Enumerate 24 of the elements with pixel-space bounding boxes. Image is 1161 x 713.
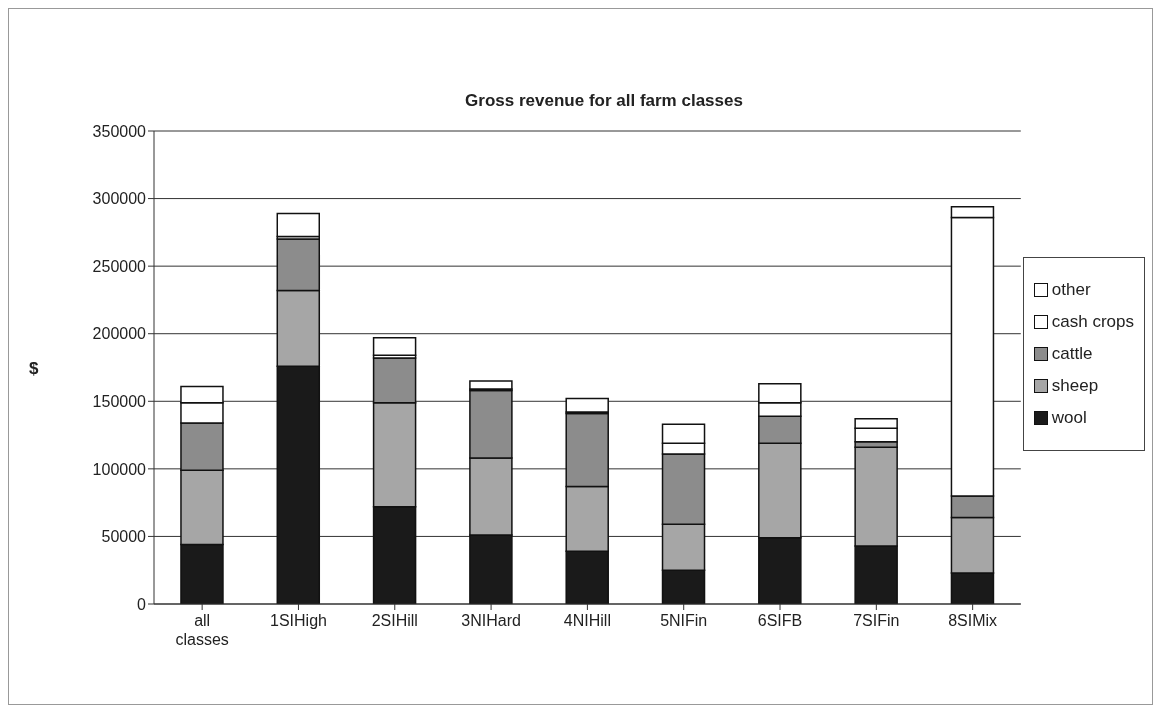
y-tick-label: 350000 xyxy=(92,122,147,140)
x-tick-label: all classes xyxy=(175,612,229,648)
y-tick-label: 200000 xyxy=(92,325,147,343)
y-tick-label: 100000 xyxy=(92,460,147,478)
legend-label: other xyxy=(1051,280,1091,300)
x-tick-label: 4NIHill xyxy=(563,612,611,629)
x-tick-label: 3NIHard xyxy=(461,612,521,629)
legend-label: cash crops xyxy=(1051,312,1134,332)
x-tick-label: 7SIFin xyxy=(853,612,900,629)
x-tick-label: 6SIFB xyxy=(757,612,803,629)
y-tick-label: 300000 xyxy=(92,190,147,208)
legend-label: sheep xyxy=(1051,376,1099,396)
y-tick-label: 150000 xyxy=(92,392,147,410)
x-tick-label: 8SIMix xyxy=(948,612,998,629)
legend-label: wool xyxy=(1051,408,1087,428)
y-tick-label: 50000 xyxy=(101,528,147,546)
x-tick-label: 1SIHigh xyxy=(270,612,327,629)
y-tick-label: 250000 xyxy=(92,257,147,275)
x-tick-label: 2SIHill xyxy=(371,612,418,629)
legend-label: cattle xyxy=(1051,344,1093,364)
chart-title: Gross revenue for all farm classes xyxy=(464,91,744,111)
y-axis-title: $ xyxy=(29,358,39,378)
x-tick-label: 5NIFin xyxy=(660,612,708,629)
y-tick-label: 0 xyxy=(137,595,147,613)
